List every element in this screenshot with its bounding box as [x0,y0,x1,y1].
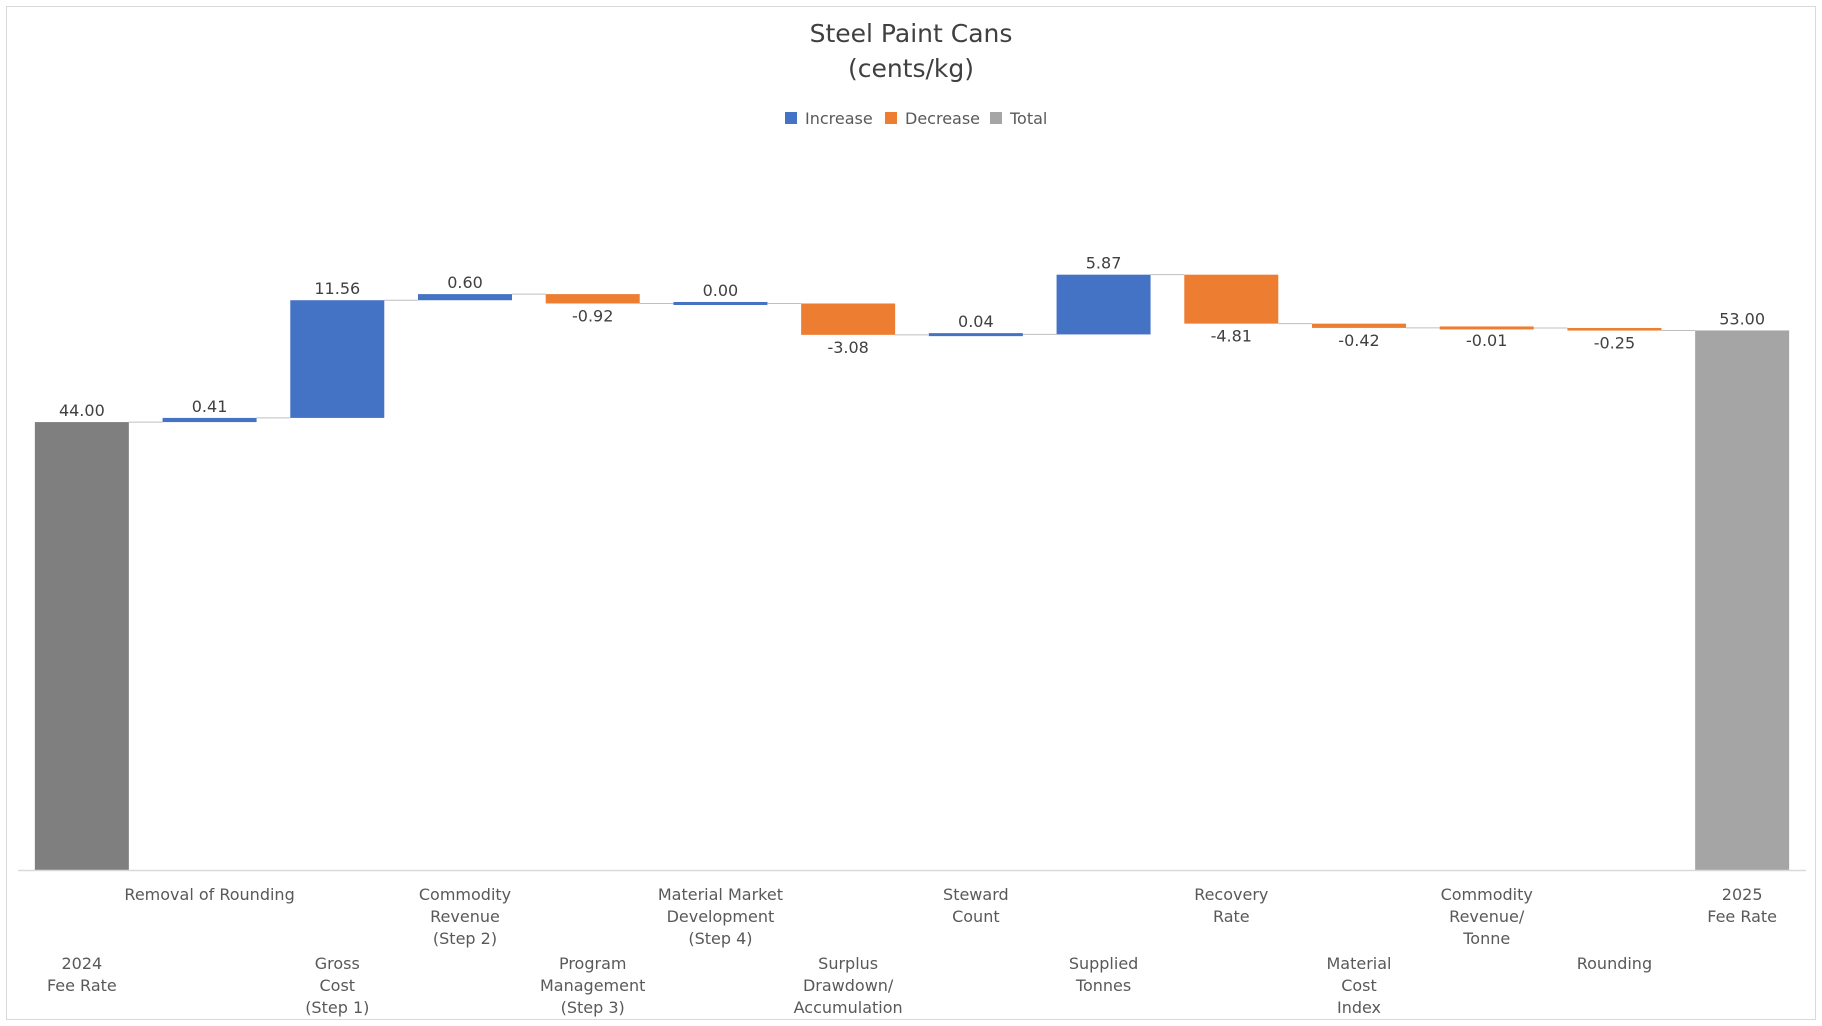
category-label: Commodity Revenue/Tonne [1441,885,1533,948]
data-label: -0.25 [1594,334,1635,353]
category-label: Rounding [1577,954,1652,973]
category-label-line: 2025 [1722,885,1763,904]
category-label: Material Market Development (Step 4) [658,885,783,948]
bar [545,294,640,304]
category-label: Removal of Rounding [124,885,294,904]
data-label: -3.08 [827,338,868,357]
category-label-line: Steward [943,885,1009,904]
data-label: 0.04 [958,312,994,331]
chart-title-line: Steel Paint Cans [810,19,1013,48]
category-label-line: Rounding [1577,954,1652,973]
bar [1567,328,1662,331]
category-label: Material Cost Index [1327,954,1392,1017]
data-label: 0.00 [703,281,739,300]
category-label-line: Accumulation [794,998,903,1017]
chart-title: Steel Paint Cans (cents/kg) [810,19,1013,83]
category-label-line: Material [1327,954,1392,973]
data-label: -0.42 [1338,331,1379,350]
legend-item-total: Total [990,109,1047,128]
category-label-line: Revenue [430,907,500,926]
category-label-line: (Step 1) [305,998,369,1017]
category-label-line: Fee Rate [47,976,117,995]
category-label-line: Program [559,954,627,973]
data-label: 0.60 [447,273,483,292]
category-label: Recovery Rate [1194,885,1268,926]
bar [34,422,129,870]
bar [162,417,257,423]
bar [290,300,385,418]
category-label-line: Gross [315,954,360,973]
category-label-line: 2024 [61,954,102,973]
data-labels: 44.00 0.41 11.56 0.60 -0.92 0.00 -3.08 0.04 5.87… [59,254,1765,420]
category-label: Gross Cost (Step 1) [305,954,369,1017]
category-label-line: Material Market [658,885,783,904]
category-label-line: Surplus [818,954,878,973]
data-label: 11.56 [314,279,360,298]
category-label-line: Cost [319,976,355,995]
category-label-line: Management [540,976,645,995]
category-label-line: Recovery [1194,885,1268,904]
category-label-line: Drawdown/ [803,976,894,995]
legend-label-increase: Increase [805,109,873,128]
data-label: 5.87 [1086,254,1122,273]
legend-label-total: Total [1009,109,1047,128]
category-label-line: Tonnes [1075,976,1131,995]
legend-item-increase: Increase [785,109,873,128]
category-label-line: Removal of Rounding [124,885,294,904]
category-label-line: Fee Rate [1707,907,1777,926]
category-label-line: (Step 3) [561,998,625,1017]
category-label-line: Index [1337,998,1381,1017]
category-label-line: Development [667,907,775,926]
bar [928,333,1023,337]
category-label: Program Management (Step 3) [540,954,645,1017]
category-label-line: Cost [1341,976,1377,995]
category-label-line: Supplied [1069,954,1139,973]
bar [673,301,768,305]
bars [34,274,1790,871]
data-label: 53.00 [1719,309,1765,328]
category-label-line: (Step 2) [433,929,497,948]
data-label: -4.81 [1211,327,1252,346]
data-label: -0.01 [1466,331,1507,350]
data-label: -0.92 [572,306,613,325]
legend-swatch-increase [785,112,797,124]
data-label: 44.00 [59,401,105,420]
legend-swatch-total [990,112,1002,124]
category-label-line: (Step 4) [688,929,752,948]
category-label-line: Rate [1213,907,1250,926]
category-label: 2025 Fee Rate [1707,885,1777,926]
chart-legend: Increase Decrease Total [785,109,1047,128]
category-label: Commodity Revenue (Step 2) [419,885,511,948]
connector-lines [128,274,1696,423]
category-label-line: Count [952,907,1000,926]
category-label-line: Commodity [419,885,511,904]
bar [418,294,512,301]
category-label-line: Commodity [1441,885,1533,904]
bar [1056,274,1151,335]
bar [1439,326,1534,330]
bar [1184,274,1279,324]
bar [801,303,896,335]
chart-frame [6,6,1816,1020]
category-label: Steward Count [943,885,1009,926]
category-label: Supplied Tonnes [1069,954,1139,995]
bar [1695,330,1790,871]
chart-title-line: (cents/kg) [848,54,974,83]
legend-label-decrease: Decrease [905,109,980,128]
category-labels: 2024 Fee Rate Removal of Rounding Gross Cost… [47,885,1777,1017]
legend-item-decrease: Decrease [885,109,980,128]
legend-swatch-decrease [885,112,897,124]
category-label: Surplus Drawdown/Accumulation [794,954,903,1017]
bar [1312,323,1406,328]
category-label-line: Tonne [1462,929,1510,948]
data-label: 0.41 [192,397,228,416]
category-label-line: Revenue/ [1449,907,1525,926]
category-label: 2024 Fee Rate [47,954,117,995]
